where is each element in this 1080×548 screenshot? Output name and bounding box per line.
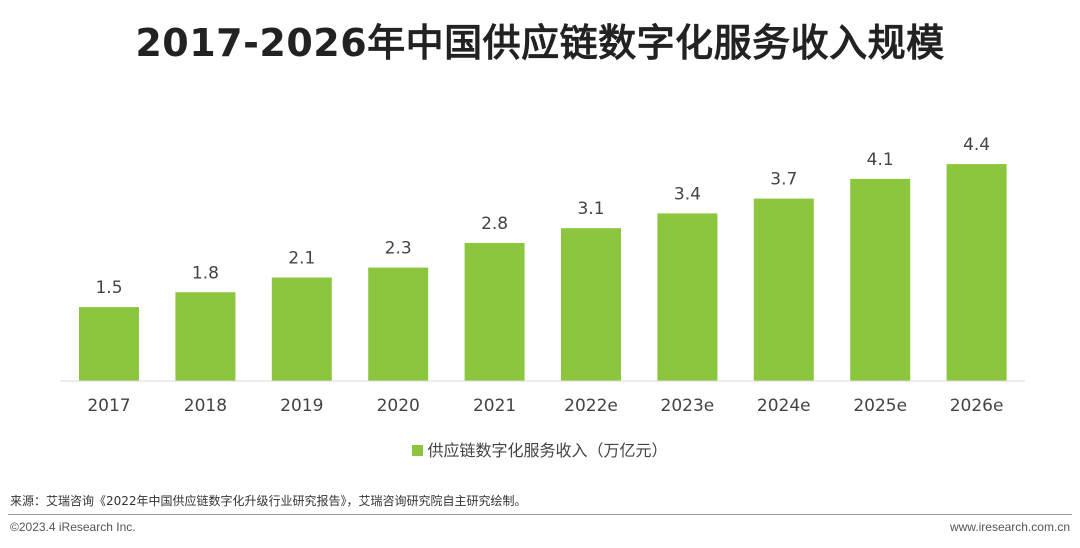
value-label-2021: 2.8 bbox=[481, 214, 508, 234]
chart-title: 2017-2026年中国供应链数字化服务收入规模 bbox=[135, 21, 945, 65]
value-labels-group: 1.5 1.8 2.1 2.3 2.8 3.1 3.4 3.7 4.1 4.4 bbox=[95, 135, 990, 298]
website-link[interactable]: www.iresearch.com.cn bbox=[949, 520, 1070, 534]
bar-2023e bbox=[657, 213, 718, 381]
x-tick-label-2017: 2017 bbox=[87, 396, 130, 416]
value-label-2018: 1.8 bbox=[192, 263, 219, 283]
value-label-2022e: 3.1 bbox=[577, 199, 604, 219]
x-tick-label-2026e: 2026e bbox=[950, 396, 1004, 416]
x-tick-label-2020: 2020 bbox=[377, 396, 420, 416]
x-tick-label-2019: 2019 bbox=[280, 396, 323, 416]
legend: 供应链数字化服务收入（万亿元） bbox=[0, 437, 1080, 461]
value-label-2023e: 3.4 bbox=[674, 184, 701, 204]
bar-2024e bbox=[753, 198, 814, 381]
x-tick-label-2018: 2018 bbox=[184, 396, 227, 416]
value-label-2025e: 4.1 bbox=[867, 150, 894, 170]
value-label-2026e: 4.4 bbox=[963, 135, 990, 155]
x-tick-label-2022e: 2022e bbox=[564, 396, 618, 416]
value-label-2017: 1.5 bbox=[95, 278, 122, 298]
x-tick-label-2025e: 2025e bbox=[853, 396, 907, 416]
bar-2025e bbox=[850, 178, 911, 381]
value-label-2024e: 3.7 bbox=[770, 170, 797, 190]
bar-2021 bbox=[464, 242, 525, 381]
bars-group bbox=[79, 164, 1007, 381]
bar-2022e bbox=[561, 228, 621, 381]
bar-2026e bbox=[946, 164, 1007, 381]
x-tick-labels-group: 2017 2018 2019 2020 2021 2022e 2023e 2024e 2025e… bbox=[87, 396, 1003, 416]
legend-swatch bbox=[412, 445, 424, 456]
bar-2020 bbox=[368, 267, 429, 381]
x-tick-label-2023e: 2023e bbox=[661, 396, 715, 416]
copyright: ©2023.4 iResearch Inc. bbox=[10, 520, 136, 534]
source-note: 来源：艾瑞咨询《2022年中国供应链数字化升级行业研究报告》，艾瑞咨询研究院自主… bbox=[10, 494, 527, 508]
legend-label: 供应链数字化服务收入（万亿元） bbox=[427, 441, 668, 460]
x-tick-label-2024e: 2024e bbox=[757, 396, 811, 416]
value-label-2019: 2.1 bbox=[288, 248, 315, 268]
value-label-2020: 2.3 bbox=[385, 239, 412, 259]
bar-chart: 1.51.82.1 2.32.83.13.43.74.14.4 2017 2018 2… bbox=[60, 135, 1025, 416]
bar-2018 bbox=[175, 292, 236, 381]
footer-divider bbox=[8, 514, 1072, 515]
bar-2017 bbox=[79, 307, 139, 381]
bar-2019 bbox=[271, 277, 332, 381]
x-tick-label-2021: 2021 bbox=[473, 396, 516, 416]
